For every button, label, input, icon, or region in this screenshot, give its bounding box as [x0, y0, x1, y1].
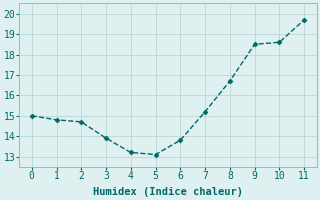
X-axis label: Humidex (Indice chaleur): Humidex (Indice chaleur) — [93, 186, 243, 197]
